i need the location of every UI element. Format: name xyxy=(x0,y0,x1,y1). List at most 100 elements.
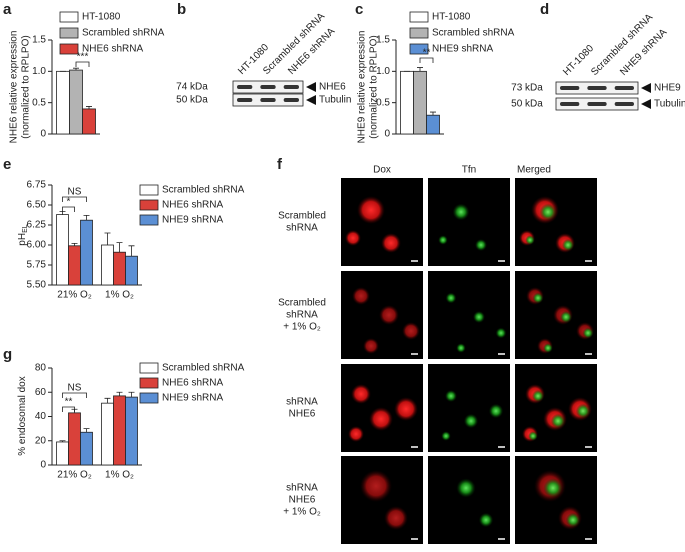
cell-tfn xyxy=(560,311,572,323)
y-tick-label: 0.5 xyxy=(32,97,46,108)
y-tick-label: 6.50 xyxy=(27,200,47,211)
blot-band xyxy=(260,85,276,89)
micrograph xyxy=(515,178,597,266)
cell-tfn xyxy=(575,403,591,419)
cell-dox xyxy=(345,230,361,246)
cell-dox xyxy=(360,470,392,502)
panel-label: b xyxy=(177,1,186,18)
bar xyxy=(101,402,114,466)
cell-tfn xyxy=(475,239,487,251)
legend-label: Scrambled shRNA xyxy=(162,363,245,374)
y-axis-label: NHE9 relative expression xyxy=(357,31,368,144)
cell-tfn xyxy=(562,239,574,251)
legend-label: HT-1080 xyxy=(82,12,121,23)
legend-label: NHE9 shRNA xyxy=(162,215,223,226)
legend-swatch xyxy=(139,184,159,196)
legend-label: NHE9 shRNA xyxy=(432,44,493,55)
cell-dox xyxy=(381,233,401,253)
blot-band xyxy=(237,98,253,102)
band-size: 50 kDa xyxy=(511,99,543,110)
cell-tfn xyxy=(532,292,544,304)
cell-tfn xyxy=(582,327,594,339)
legend-label: Scrambled shRNA xyxy=(162,185,245,196)
y-tick-label: 60 xyxy=(35,387,47,398)
cell-tfn xyxy=(525,235,535,245)
significance-label: NS xyxy=(68,187,82,198)
bar xyxy=(101,244,114,286)
y-tick-label: 1.0 xyxy=(376,66,390,77)
bar xyxy=(426,114,440,135)
y-tick-label: 1.5 xyxy=(376,35,390,46)
band-arrow xyxy=(306,95,316,105)
y-axis-label-sub: EL xyxy=(22,224,29,233)
significance-bracket xyxy=(62,406,75,412)
significance-label: * xyxy=(67,197,71,208)
column-header: Dox xyxy=(373,165,391,176)
legend-label: NHE9 shRNA xyxy=(162,393,223,404)
cell-dox xyxy=(357,196,385,224)
band-arrow xyxy=(641,83,651,93)
y-axis-label: (normalized to RPLPO) xyxy=(21,35,32,138)
cell-tfn xyxy=(473,311,485,323)
blot-band xyxy=(587,86,607,90)
y-tick-label: 5.75 xyxy=(27,260,47,271)
y-tick-label: 40 xyxy=(35,411,47,422)
significance-bracket xyxy=(62,196,87,202)
band-protein: NHE6 xyxy=(319,82,346,93)
legend-label: NHE6 shRNA xyxy=(162,378,223,389)
legend-swatch xyxy=(139,392,159,404)
cell-dox xyxy=(348,426,364,442)
panel-label: c xyxy=(355,1,363,18)
cell-tfn xyxy=(488,403,504,419)
y-axis-label-main: pH xyxy=(17,233,28,246)
significance-bracket xyxy=(75,61,90,67)
cell-dox xyxy=(363,338,379,354)
blot-band xyxy=(560,102,580,106)
cell-dox xyxy=(351,384,371,404)
row-label: + 1% O₂ xyxy=(283,507,321,518)
y-axis-label: NHE6 relative expression xyxy=(9,31,20,144)
band-size: 73 kDa xyxy=(511,83,543,94)
blot-band xyxy=(283,98,299,102)
band-protein: Tubulin xyxy=(654,99,685,110)
y-tick-label: 1.0 xyxy=(32,66,46,77)
x-tick-label: 21% O₂ xyxy=(57,470,92,481)
cell-tfn xyxy=(441,431,451,441)
legend-label: Scrambled shRNA xyxy=(82,28,165,39)
blot-band xyxy=(614,86,634,90)
cell-tfn xyxy=(528,431,538,441)
micrograph xyxy=(428,271,510,359)
bar xyxy=(113,251,126,286)
cell-tfn xyxy=(543,478,563,498)
blot-band xyxy=(283,85,299,89)
y-axis-label: (normalized to RPLPO) xyxy=(369,35,380,138)
cell-tfn xyxy=(532,390,544,402)
legend-swatch xyxy=(139,214,159,226)
error-bar xyxy=(116,242,123,253)
bar xyxy=(125,255,138,286)
legend-swatch xyxy=(409,43,429,55)
error-bar xyxy=(104,397,111,404)
row-label: Scrambled xyxy=(278,211,326,222)
error-bar xyxy=(417,67,423,72)
legend-label: Scrambled shRNA xyxy=(432,28,515,39)
cell-tfn xyxy=(495,327,507,339)
y-tick-label: 5.50 xyxy=(27,280,47,291)
significance-bracket xyxy=(62,392,87,398)
y-tick-label: 1.5 xyxy=(32,35,46,46)
cell-tfn xyxy=(543,343,553,353)
bar xyxy=(82,108,96,135)
y-tick-label: 0 xyxy=(40,460,46,471)
legend-swatch xyxy=(139,199,159,211)
panel-label: g xyxy=(3,346,12,363)
row-label: shRNA xyxy=(286,397,318,408)
legend-swatch xyxy=(59,27,79,39)
legend-swatch xyxy=(59,11,79,23)
legend-label: HT-1080 xyxy=(432,12,471,23)
cell-dox xyxy=(394,397,418,421)
y-tick-label: 0 xyxy=(384,129,390,140)
row-label: Scrambled xyxy=(278,298,326,309)
band-protein: NHE9 xyxy=(654,83,681,94)
micrograph xyxy=(341,178,423,266)
y-axis-label: % endosomal dox xyxy=(17,376,28,456)
